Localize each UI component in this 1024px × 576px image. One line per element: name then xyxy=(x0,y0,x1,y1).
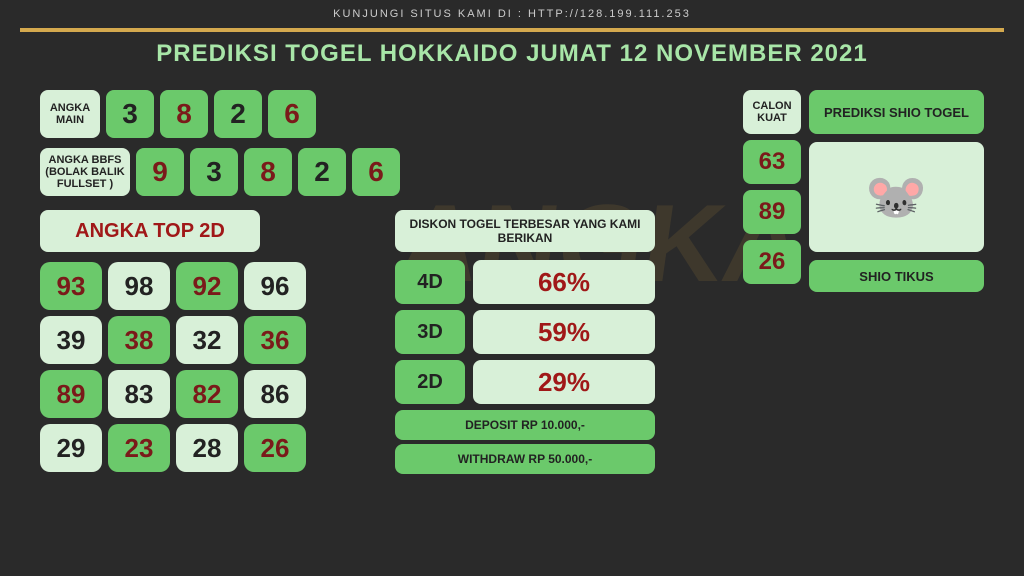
angka-main-num: 6 xyxy=(268,90,316,138)
top2d-grid: 93989296 39383236 89838286 29232826 xyxy=(40,262,306,472)
calon-num: 89 xyxy=(743,190,801,234)
top2d-cell: 36 xyxy=(244,316,306,364)
top2d-cell: 98 xyxy=(108,262,170,310)
angka-bbfs-num: 2 xyxy=(298,148,346,196)
top2d-cell: 32 xyxy=(176,316,238,364)
angka-bbfs-label: ANGKA BBFS (BOLAK BALIK FULLSET ) xyxy=(40,148,130,196)
top2d-cell: 23 xyxy=(108,424,170,472)
top2d-cell: 39 xyxy=(40,316,102,364)
shio-title: PREDIKSI SHIO TOGEL xyxy=(809,90,984,134)
diskon-key: 4D xyxy=(395,260,465,304)
diskon-val: 29% xyxy=(473,360,655,404)
withdraw-label: WITHDRAW RP 50.000,- xyxy=(395,444,655,474)
angka-bbfs-row: ANGKA BBFS (BOLAK BALIK FULLSET ) 93826 xyxy=(40,148,400,196)
page-title: PREDIKSI TOGEL HOKKAIDO JUMAT 12 NOVEMBE… xyxy=(0,40,1024,68)
top2d-cell: 86 xyxy=(244,370,306,418)
angka-main-label: ANGKA MAIN xyxy=(40,90,100,138)
top2d-cell: 38 xyxy=(108,316,170,364)
shio-name: SHIO TIKUS xyxy=(809,260,984,292)
calon-num: 63 xyxy=(743,140,801,184)
top2d-cell: 96 xyxy=(244,262,306,310)
frame xyxy=(20,28,1004,32)
diskon-section: DISKON TOGEL TERBESAR YANG KAMI BERIKAN … xyxy=(395,210,655,474)
top2d-cell: 29 xyxy=(40,424,102,472)
diskon-key: 3D xyxy=(395,310,465,354)
top2d-cell: 89 xyxy=(40,370,102,418)
top2d-cell: 82 xyxy=(176,370,238,418)
calon-label: CALON KUAT xyxy=(743,90,801,134)
angka-bbfs-num: 9 xyxy=(136,148,184,196)
top2d-cell: 93 xyxy=(40,262,102,310)
top2d-cell: 26 xyxy=(244,424,306,472)
top2d-cell: 83 xyxy=(108,370,170,418)
diskon-val: 66% xyxy=(473,260,655,304)
angka-main-num: 2 xyxy=(214,90,262,138)
diskon-key: 2D xyxy=(395,360,465,404)
calon-section: CALON KUAT 638926 PREDIKSI SHIO TOGEL 🐭 … xyxy=(743,90,984,292)
angka-main-row: ANGKA MAIN 3826 xyxy=(40,90,316,138)
diskon-val: 59% xyxy=(473,310,655,354)
calon-num: 26 xyxy=(743,240,801,284)
shio-icon: 🐭 xyxy=(809,142,984,252)
top-banner: KUNJUNGI SITUS KAMI DI : HTTP://128.199.… xyxy=(0,8,1024,20)
angka-bbfs-num: 6 xyxy=(352,148,400,196)
angka-main-num: 3 xyxy=(106,90,154,138)
top2d-cell: 28 xyxy=(176,424,238,472)
angka-main-num: 8 xyxy=(160,90,208,138)
top2d-cell: 92 xyxy=(176,262,238,310)
angka-bbfs-num: 8 xyxy=(244,148,292,196)
deposit-label: DEPOSIT RP 10.000,- xyxy=(395,410,655,440)
diskon-title: DISKON TOGEL TERBESAR YANG KAMI BERIKAN xyxy=(395,210,655,252)
top2d-title: ANGKA TOP 2D xyxy=(40,210,260,252)
angka-bbfs-num: 3 xyxy=(190,148,238,196)
